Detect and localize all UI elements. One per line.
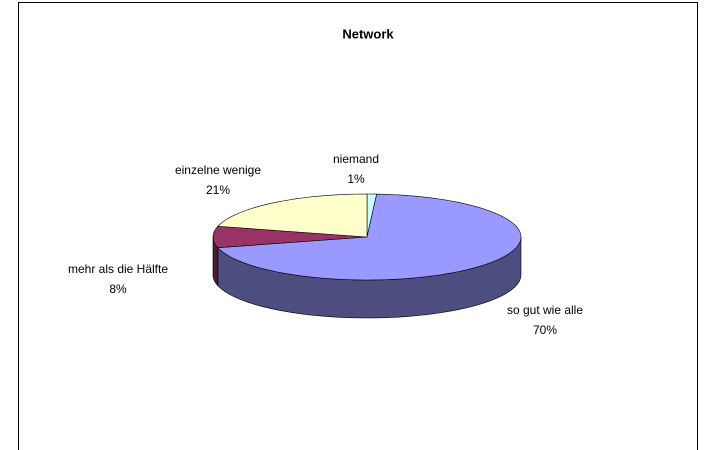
- slice: [212, 225, 368, 249]
- slice-label: einzelne wenige: [175, 163, 261, 177]
- slice-value-label: 70%: [533, 323, 557, 337]
- slice-value-label: 1%: [347, 172, 365, 186]
- chart-frame: [18, 2, 698, 450]
- slice: [217, 193, 522, 281]
- chart-title: Network: [342, 26, 394, 41]
- slice-label: niemand: [333, 152, 379, 166]
- slice-label: so gut wie alle: [507, 303, 583, 317]
- slice-label: mehr als die Hälfte: [68, 262, 168, 276]
- slice: [217, 193, 368, 238]
- slice-value-label: 8%: [109, 282, 127, 296]
- slice-value-label: 21%: [206, 183, 230, 197]
